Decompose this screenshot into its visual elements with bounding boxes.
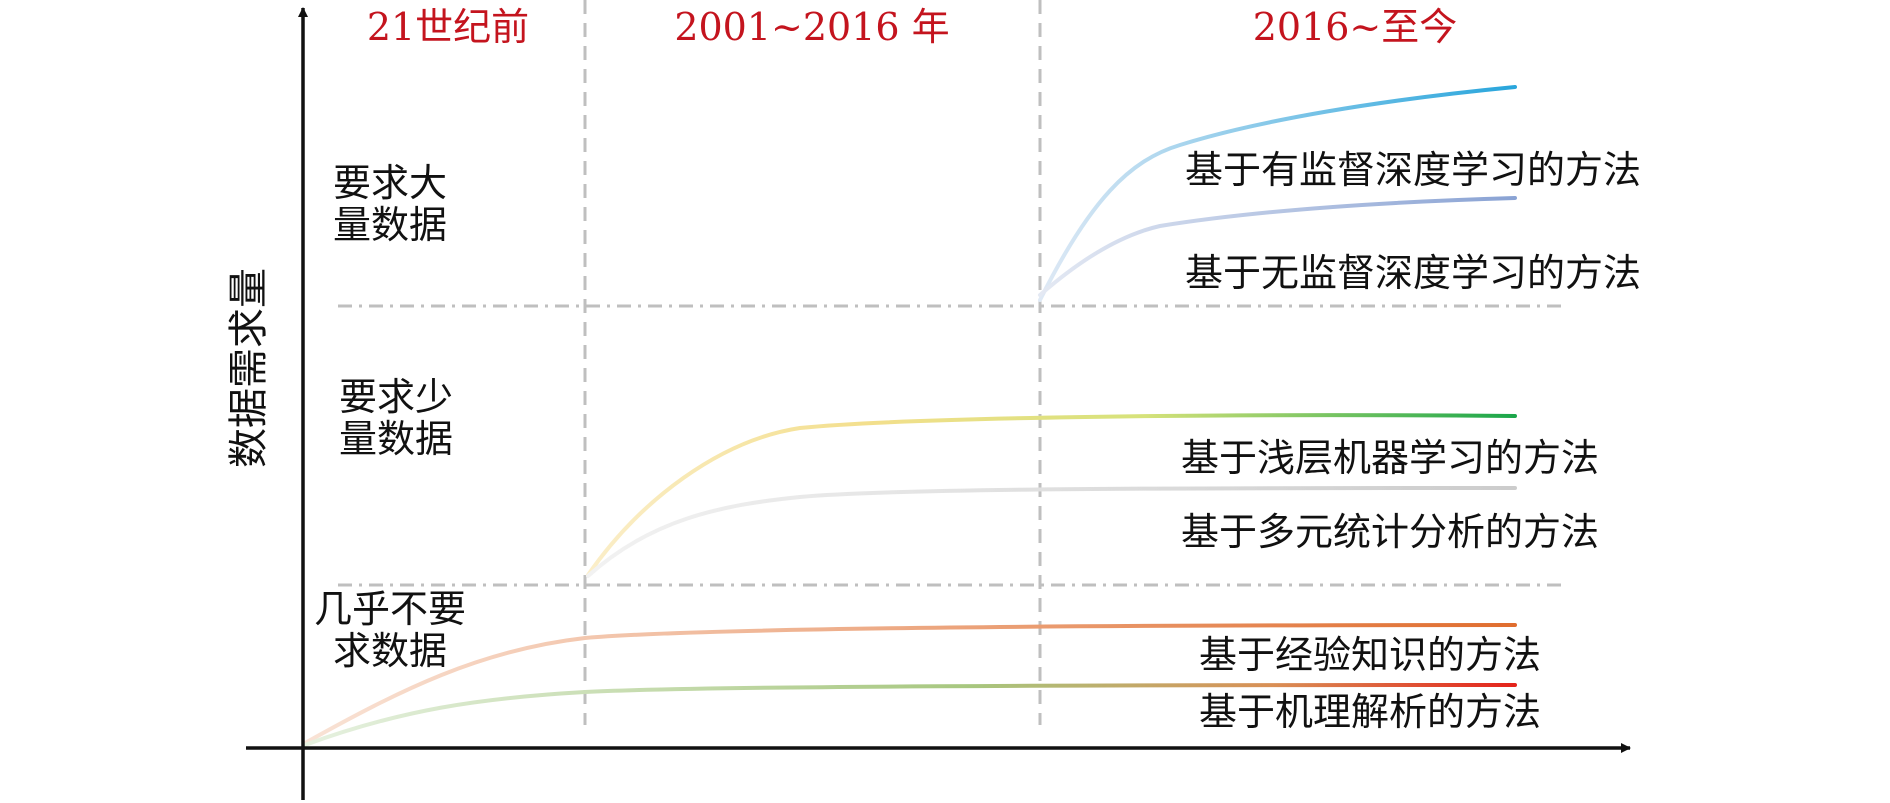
- method-label-unsupervised-deep-learning: 基于无监督深度学习的方法: [1185, 251, 1641, 295]
- level-low-line1: 几乎不要: [314, 587, 466, 631]
- period-labels: 21世纪前 2001~2016 年 2016~至今: [367, 5, 1457, 49]
- period-dividers: [338, 0, 1565, 725]
- method-curves: [303, 85, 1517, 747]
- method-label-supervised-deep-learning: 基于有监督深度学习的方法: [1185, 148, 1641, 192]
- level-high-line1: 要求大: [333, 161, 447, 205]
- method-label-empirical-knowledge: 基于经验知识的方法: [1199, 633, 1541, 677]
- level-medium-line2: 量数据: [339, 417, 453, 461]
- curve-multivariate-statistics: [586, 486, 1517, 578]
- period-label-2016-now: 2016~至今: [1253, 5, 1458, 49]
- curve-empirical-knowledge: [303, 623, 1517, 745]
- period-label-pre-2000: 21世纪前: [367, 5, 529, 49]
- level-medium-line1: 要求少: [339, 375, 453, 419]
- curve-supervised-deep-learning: [1038, 85, 1517, 302]
- curve-mechanism-analysis: [303, 683, 1517, 747]
- method-labels: 基于有监督深度学习的方法 基于无监督深度学习的方法 基于浅层机器学习的方法 基于…: [1181, 148, 1641, 734]
- axes: [246, 7, 1631, 800]
- data-level-labels: 要求大 量数据 要求少 量数据 几乎不要 求数据: [314, 161, 466, 673]
- method-label-multivariate-statistics: 基于多元统计分析的方法: [1181, 510, 1599, 554]
- y-axis-label: 数据需求量: [226, 268, 272, 468]
- curve-shallow-machine-learning: [586, 413, 1517, 577]
- period-label-2001-2016: 2001~2016 年: [674, 5, 949, 49]
- level-low-line2: 求数据: [333, 629, 447, 673]
- method-label-mechanism-analysis: 基于机理解析的方法: [1199, 690, 1541, 734]
- method-label-shallow-machine-learning: 基于浅层机器学习的方法: [1181, 436, 1599, 480]
- curve-unsupervised-deep-learning: [1038, 196, 1517, 297]
- level-high-line2: 量数据: [333, 203, 447, 247]
